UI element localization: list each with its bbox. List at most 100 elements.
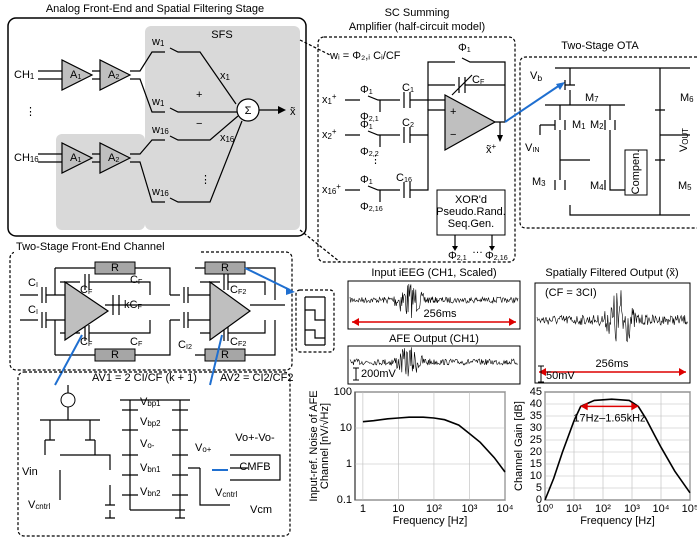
label: Φ2,2 — [360, 146, 379, 158]
label-part: I — [36, 307, 38, 316]
y-tick-label: 100 — [334, 386, 352, 398]
label: R — [221, 349, 229, 361]
label: A1 — [70, 152, 81, 164]
label-part: 1 — [581, 122, 586, 131]
label-part: C — [402, 82, 410, 94]
x-tick-label: 1 — [360, 503, 366, 515]
label-part: 2,1 — [369, 114, 379, 123]
label-part: M — [532, 176, 541, 188]
svg-text:−: − — [450, 129, 456, 141]
label: Vcntrl — [215, 487, 238, 499]
label-part: C — [80, 336, 88, 348]
label: VIN — [525, 142, 540, 154]
svg-text:…: … — [472, 244, 483, 256]
switch-network — [296, 290, 334, 352]
label: Vo- — [140, 438, 155, 450]
label-part: C — [402, 117, 410, 129]
label: Vb — [530, 70, 542, 83]
label-part: 1 — [467, 45, 471, 54]
label: Vcm — [250, 504, 272, 516]
annotation: 17Hz–1.65kHz — [573, 412, 645, 424]
label: Φ1 — [360, 174, 373, 186]
svg-text:+: + — [450, 106, 456, 118]
label: x1+ — [322, 92, 337, 107]
label-part: C — [130, 336, 138, 348]
label: Compen. — [630, 150, 642, 195]
label: kCF — [124, 299, 142, 311]
block-title: SFS — [211, 29, 232, 41]
label-part: bn2 — [147, 489, 160, 498]
label-part: C — [80, 284, 88, 296]
label: Φ1 — [458, 42, 471, 54]
label-part: F — [88, 339, 93, 348]
label-part: C — [28, 277, 36, 289]
label-part: F — [138, 277, 143, 286]
label-part: I — [36, 280, 38, 289]
label-part: 2,16 — [369, 204, 383, 213]
label: Vbn1 — [140, 462, 161, 474]
label-part: + — [336, 182, 341, 191]
label: Vin — [22, 466, 38, 478]
y-tick-label: 40 — [530, 398, 542, 410]
label: CF2 — [230, 336, 246, 348]
figure: +− ⋮⋮ +− ⋮… — [0, 0, 697, 540]
label: M6 — [680, 92, 694, 104]
label-part: C — [230, 284, 238, 296]
label-part: bp2 — [147, 419, 160, 428]
label-part: 2,2 — [369, 149, 379, 158]
label: CI2 — [178, 339, 192, 351]
x-axis-label: Frequency [Hz] — [393, 515, 468, 527]
label-part: I2 — [186, 342, 192, 351]
label: M7 — [585, 92, 599, 104]
label-part: 16 — [404, 175, 412, 184]
x-tick-label: 10³ — [462, 503, 478, 515]
label: Input iEEG (CH1, Scaled) — [371, 267, 496, 279]
label: Φ2,16 — [360, 201, 383, 213]
block-title: Two-Stage Front-End Channel — [16, 241, 165, 253]
label-part: w — [151, 186, 160, 198]
label-part: IN — [532, 145, 539, 154]
plot-area — [545, 392, 690, 500]
y-tick-label: 1 — [346, 458, 352, 470]
x-tick-label: 10² — [595, 503, 611, 515]
label: wᵢ = Φ₂,ᵢ Cᵢ/CF — [329, 50, 401, 62]
label: M3 — [532, 176, 546, 188]
y-tick-label: 0 — [536, 494, 542, 506]
y-tick-label: 20 — [530, 446, 542, 458]
label-part: + — [332, 127, 337, 136]
label-part: Φ — [448, 250, 457, 262]
label: 50mV — [546, 370, 575, 382]
label: Vo+-Vo- — [235, 432, 275, 444]
label-part: 7 — [594, 95, 598, 104]
label-part: 2,1 — [457, 253, 467, 262]
label: CF — [80, 336, 93, 348]
label-part: 2 — [115, 155, 119, 164]
label: Vcntrl — [28, 499, 51, 511]
label: CF2 — [230, 284, 246, 296]
label-part: Φ — [360, 146, 369, 158]
y-tick-label: 25 — [530, 434, 542, 446]
svg-text:+: + — [196, 89, 202, 101]
label: R — [221, 262, 229, 274]
label: A2 — [108, 152, 119, 164]
label-part: M — [572, 119, 581, 131]
label: M5 — [678, 180, 692, 192]
label: R — [111, 349, 119, 361]
label-part: b — [537, 73, 542, 83]
label: x2+ — [322, 127, 337, 142]
label-part: + — [332, 92, 337, 101]
label-part: 1 — [77, 72, 81, 81]
label: Φ1 — [360, 84, 373, 96]
label-part: + — [492, 142, 497, 151]
label-part: C — [130, 274, 138, 286]
label-part: M — [585, 92, 594, 104]
label-part: F — [480, 77, 485, 86]
label-part: M — [590, 119, 599, 131]
label-part: Φ — [360, 111, 369, 123]
label-part: 16 — [226, 135, 235, 144]
label-part: 2 — [599, 122, 603, 131]
label: VOUT — [678, 128, 690, 152]
label-part: C — [28, 304, 36, 316]
label: M2 — [590, 119, 604, 131]
label-part: C — [396, 172, 404, 184]
